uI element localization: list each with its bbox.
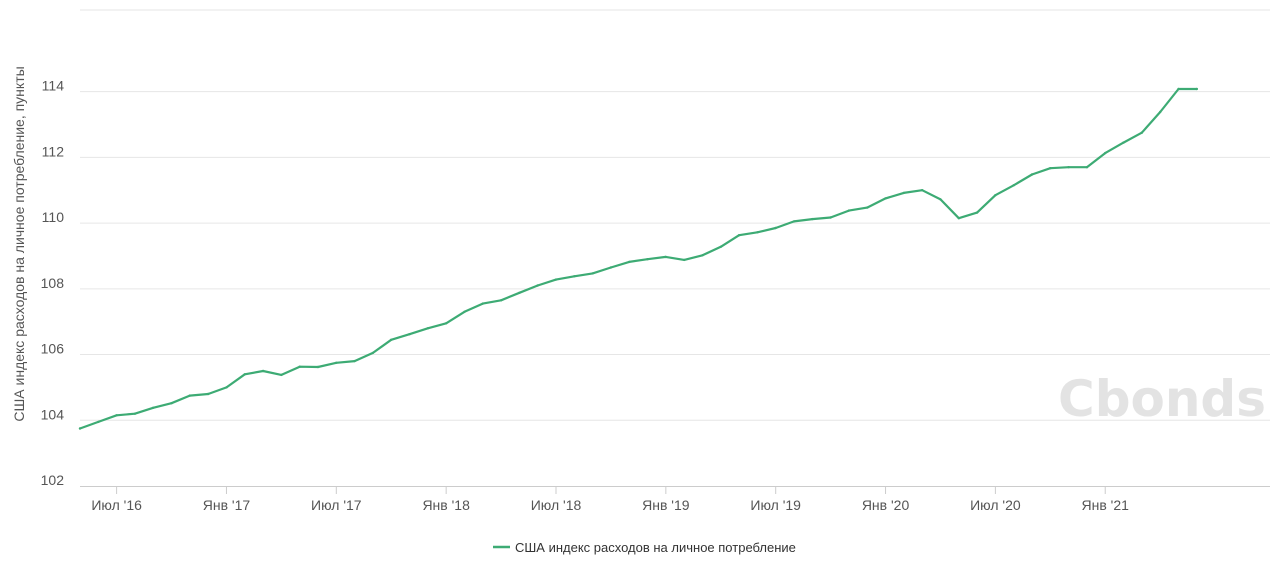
y-tick-label: 108 — [41, 275, 65, 291]
data-point[interactable] — [536, 284, 539, 287]
data-point[interactable] — [408, 333, 411, 336]
data-point[interactable] — [499, 299, 503, 302]
data-point[interactable] — [78, 427, 82, 430]
data-point[interactable] — [1195, 87, 1199, 91]
data-point[interactable] — [884, 197, 887, 200]
data-point[interactable] — [463, 310, 466, 313]
y-axis-ticks: 102 104 106 108 110 112 114 — [41, 78, 65, 488]
grid-lines — [80, 9, 1270, 421]
data-point[interactable] — [170, 402, 173, 405]
x-tick-label: Янв '18 — [422, 497, 470, 513]
data-point[interactable] — [1140, 131, 1144, 134]
data-point[interactable] — [371, 351, 375, 355]
data-point[interactable] — [207, 392, 210, 396]
legend-label: США индекс расходов на личное потреблени… — [515, 540, 796, 555]
data-point[interactable] — [847, 209, 851, 212]
data-point[interactable] — [133, 412, 137, 415]
data-point[interactable] — [1012, 184, 1015, 187]
data-point[interactable] — [921, 189, 924, 192]
data-point[interactable] — [1104, 151, 1107, 155]
data-point[interactable] — [939, 198, 942, 201]
data-point[interactable] — [481, 302, 484, 305]
data-point[interactable] — [609, 266, 613, 269]
data-point[interactable] — [701, 254, 704, 257]
x-tick-label: Янв '21 — [1082, 497, 1130, 513]
data-point[interactable] — [115, 414, 118, 417]
y-tick-label: 106 — [41, 341, 65, 357]
legend[interactable]: США индекс расходов на личное потреблени… — [493, 540, 796, 555]
series-layer — [78, 87, 1199, 430]
y-tick-label: 104 — [41, 406, 65, 422]
x-tick-label: Июл '16 — [91, 497, 142, 513]
y-tick-label: 114 — [42, 78, 65, 94]
data-point[interactable] — [1067, 166, 1070, 169]
data-point[interactable] — [811, 217, 814, 221]
y-tick-label: 110 — [42, 209, 65, 225]
data-point[interactable] — [774, 226, 777, 230]
data-point[interactable] — [573, 275, 576, 278]
data-point[interactable] — [683, 258, 686, 262]
data-point[interactable] — [1159, 110, 1162, 114]
data-point[interactable] — [554, 278, 558, 281]
data-point[interactable] — [756, 231, 759, 234]
data-point[interactable] — [737, 234, 741, 237]
data-point[interactable] — [280, 373, 283, 377]
data-point[interactable] — [225, 386, 228, 389]
data-point[interactable] — [445, 322, 448, 325]
data-point[interactable] — [316, 365, 320, 369]
data-point[interactable] — [97, 420, 100, 424]
data-point[interactable] — [335, 361, 338, 364]
data-point[interactable] — [902, 191, 905, 195]
data-point[interactable] — [261, 369, 265, 373]
data-point[interactable] — [1049, 167, 1052, 170]
series-line[interactable] — [78, 87, 1198, 430]
data-point[interactable] — [719, 245, 722, 248]
data-point[interactable] — [152, 406, 155, 409]
data-point[interactable] — [591, 272, 594, 275]
data-point[interactable] — [188, 394, 191, 397]
x-axis-ticks: Июл '16 Янв '17 Июл '17 Янв '18 Июл '18 Янв '… — [91, 486, 1129, 513]
x-tick-label: Июл '18 — [531, 497, 582, 513]
x-tick-label: Июл '17 — [311, 497, 362, 513]
data-point[interactable] — [957, 217, 960, 220]
data-point[interactable] — [829, 216, 832, 219]
x-tick-label: Янв '19 — [642, 497, 690, 513]
y-tick-label: 112 — [42, 143, 65, 159]
data-point[interactable] — [792, 220, 796, 223]
x-tick-label: Июл '19 — [750, 497, 801, 513]
data-point[interactable] — [664, 255, 667, 259]
x-tick-label: Янв '17 — [203, 497, 251, 513]
watermark-logo: Cbonds — [1058, 370, 1266, 428]
data-point[interactable] — [1030, 173, 1034, 176]
data-point[interactable] — [866, 206, 869, 209]
data-point[interactable] — [1177, 87, 1180, 91]
data-point[interactable] — [1122, 141, 1125, 144]
x-tick-label: Янв '20 — [862, 497, 910, 513]
data-point[interactable] — [518, 291, 521, 294]
data-point[interactable] — [353, 359, 356, 363]
data-point[interactable] — [390, 338, 393, 341]
data-point[interactable] — [426, 327, 429, 330]
y-axis-title: США индекс расходов на личное потреблени… — [11, 66, 27, 421]
data-point[interactable] — [628, 260, 631, 264]
data-point[interactable] — [646, 258, 649, 261]
data-point[interactable] — [298, 365, 301, 368]
x-tick-label: Июл '20 — [970, 497, 1021, 513]
data-point[interactable] — [975, 211, 979, 214]
data-point[interactable] — [243, 373, 246, 376]
data-point[interactable] — [1085, 166, 1089, 169]
data-point[interactable] — [994, 194, 997, 197]
y-tick-label: 102 — [41, 472, 65, 488]
